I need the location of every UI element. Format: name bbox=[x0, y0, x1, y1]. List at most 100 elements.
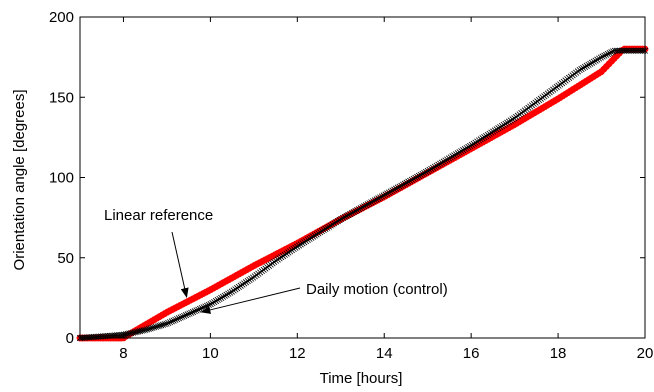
series-daily-motion-point bbox=[472, 139, 479, 146]
series-daily-motion-point bbox=[475, 137, 483, 144]
series-daily-motion-point bbox=[596, 55, 603, 62]
series-daily-motion-point bbox=[320, 226, 327, 234]
series-daily-motion-point bbox=[467, 142, 474, 150]
series-daily-motion-point bbox=[438, 159, 446, 166]
y-tick-label: 100 bbox=[49, 170, 74, 187]
series-daily-motion-point bbox=[597, 54, 604, 61]
series-daily-motion-point bbox=[317, 229, 324, 236]
x-tick-label: 14 bbox=[376, 345, 393, 362]
series-daily-motion-point bbox=[129, 329, 137, 336]
series-daily-motion-point bbox=[504, 119, 511, 126]
series-daily-motion-point bbox=[327, 222, 334, 229]
series-daily-motion-point bbox=[288, 247, 295, 254]
series-daily-motion-point bbox=[483, 132, 490, 140]
series-daily-motion-point bbox=[410, 175, 417, 182]
y-tick-label: 0 bbox=[66, 330, 74, 347]
y-tick-label: 150 bbox=[49, 89, 74, 106]
series-daily-motion-point bbox=[391, 186, 398, 193]
plot-background bbox=[80, 17, 645, 338]
series-daily-motion-point bbox=[585, 61, 592, 68]
series-daily-motion-point bbox=[493, 126, 500, 133]
series-daily-motion-point bbox=[347, 210, 354, 218]
series-daily-motion-point bbox=[138, 327, 145, 334]
series-daily-motion-point bbox=[364, 201, 371, 208]
series-daily-motion-point bbox=[161, 321, 168, 328]
series-daily-motion-point bbox=[221, 292, 228, 299]
series-daily-motion-point bbox=[451, 152, 458, 159]
series-daily-motion-point bbox=[225, 290, 232, 297]
series-daily-motion-point bbox=[366, 200, 373, 207]
series-daily-motion-point bbox=[354, 207, 361, 214]
series-daily-motion-point bbox=[435, 161, 442, 168]
series-daily-motion-point bbox=[362, 202, 370, 209]
series-daily-motion-point bbox=[324, 224, 331, 231]
series-daily-motion-point bbox=[152, 323, 160, 330]
series-daily-motion-point bbox=[219, 293, 227, 300]
annotation-layer: Linear reference Daily motion (control) bbox=[104, 207, 448, 314]
series-daily-motion-point bbox=[246, 276, 253, 283]
series-daily-motion-point bbox=[121, 331, 128, 338]
series-daily-motion-point bbox=[359, 204, 366, 211]
series-daily-motion-point bbox=[156, 322, 163, 329]
series-daily-motion-point bbox=[308, 234, 315, 241]
series-daily-motion-point bbox=[468, 141, 476, 148]
annotation-daily-motion: Daily motion (control) bbox=[306, 281, 448, 298]
y-tick-label: 50 bbox=[57, 250, 74, 267]
series-daily-motion-point bbox=[126, 330, 133, 337]
series-daily-motion-point bbox=[274, 256, 281, 263]
series-daily-motion-point bbox=[460, 147, 467, 154]
x-tick-label: 20 bbox=[637, 345, 654, 362]
series-daily-motion-point bbox=[144, 326, 151, 333]
series-daily-motion-point bbox=[158, 322, 165, 329]
series-daily-motion-point bbox=[207, 301, 214, 308]
series-daily-motion-point bbox=[278, 254, 285, 261]
series-daily-motion-point bbox=[287, 248, 294, 255]
series-daily-motion-point bbox=[604, 50, 612, 58]
series-daily-motion-point bbox=[608, 49, 615, 56]
series-daily-motion-point bbox=[331, 220, 338, 227]
series-daily-motion-point bbox=[149, 324, 156, 331]
y-axis-label: Orientation angle [degrees] bbox=[11, 90, 28, 271]
series-daily-motion-point bbox=[336, 216, 343, 224]
series-daily-motion-point bbox=[311, 232, 318, 239]
series-daily-motion-point bbox=[154, 323, 161, 330]
series-daily-motion-point bbox=[500, 121, 507, 129]
series-daily-motion-point bbox=[385, 189, 393, 196]
series-daily-motion-point bbox=[375, 195, 382, 202]
series-daily-motion-point bbox=[477, 136, 484, 143]
series-daily-motion-point bbox=[195, 306, 202, 313]
series-daily-motion-point bbox=[145, 325, 152, 332]
plot-area bbox=[80, 17, 645, 338]
series-daily-motion-point bbox=[449, 153, 456, 160]
series-daily-motion-point bbox=[186, 310, 193, 317]
series-daily-motion-point bbox=[408, 176, 416, 183]
series-daily-motion-point bbox=[285, 249, 292, 256]
series-daily-motion-point bbox=[295, 242, 303, 249]
series-daily-motion-point bbox=[248, 275, 255, 282]
series-daily-motion-point bbox=[428, 165, 435, 172]
series-daily-motion-point bbox=[601, 52, 608, 59]
series-daily-motion-point bbox=[151, 324, 158, 331]
series-daily-motion-point bbox=[188, 309, 195, 316]
series-daily-motion-point bbox=[237, 282, 244, 289]
series-daily-motion-point bbox=[232, 286, 239, 293]
series-daily-motion-point bbox=[184, 311, 191, 318]
series-daily-motion-point bbox=[452, 151, 460, 158]
series-daily-motion-point bbox=[412, 174, 419, 181]
series-daily-motion-point bbox=[581, 63, 589, 70]
series-daily-motion-point bbox=[442, 157, 449, 164]
series-daily-motion-point bbox=[135, 328, 142, 335]
series-daily-motion-point bbox=[216, 295, 223, 303]
series-daily-motion-point bbox=[212, 297, 220, 305]
series-daily-motion-point bbox=[170, 317, 177, 324]
series-daily-motion-point bbox=[228, 288, 235, 295]
series-daily-motion-point bbox=[341, 213, 348, 221]
series-daily-motion-point bbox=[325, 223, 333, 230]
annotation-linear-reference: Linear reference bbox=[104, 207, 213, 224]
series-daily-motion-point bbox=[294, 243, 301, 250]
series-daily-motion-point bbox=[422, 168, 430, 176]
series-daily-motion-point bbox=[400, 181, 407, 188]
series-daily-motion-point bbox=[415, 172, 423, 179]
series-daily-motion-point bbox=[140, 327, 147, 334]
series-daily-motion-point bbox=[239, 281, 246, 288]
